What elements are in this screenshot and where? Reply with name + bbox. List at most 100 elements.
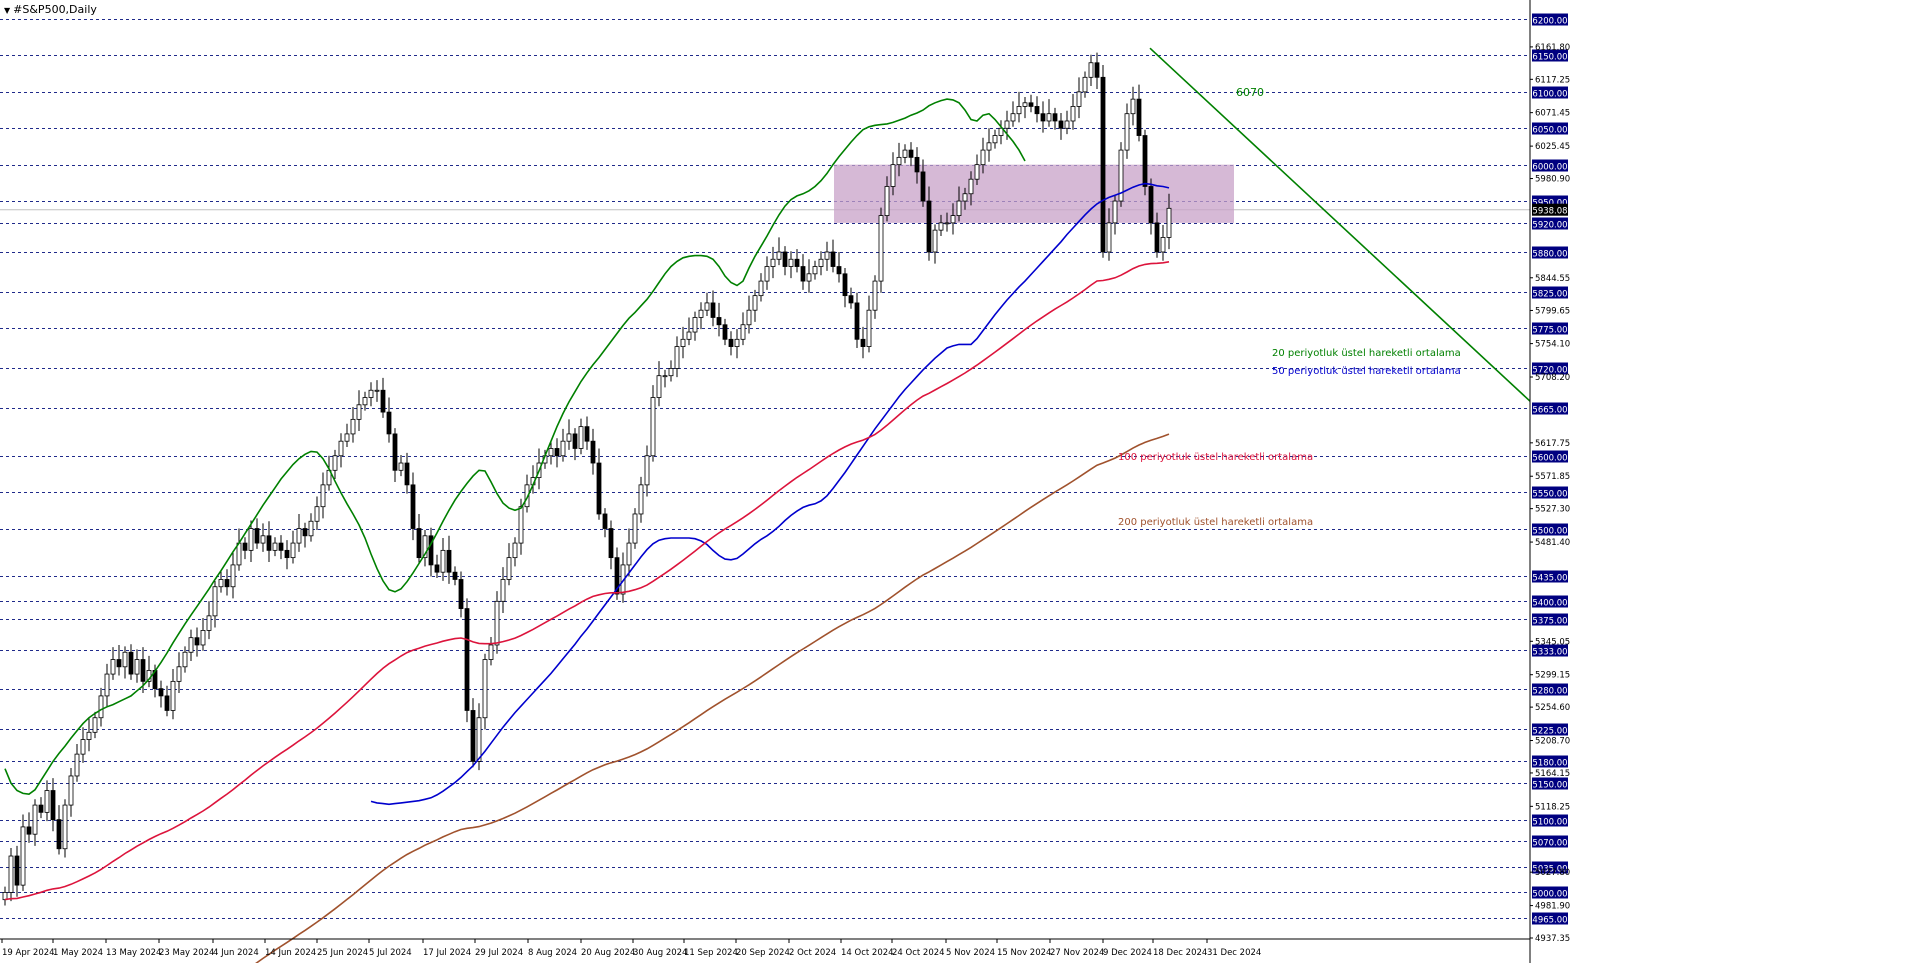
- candle-body: [44, 790, 50, 813]
- candle-body: [512, 542, 518, 559]
- hline-label-bg-5400: [1532, 595, 1568, 608]
- hline-label-5550: 5550.00: [1532, 490, 1567, 500]
- candle-body: [422, 535, 428, 559]
- candle-body: [710, 302, 716, 318]
- candle-body: [248, 528, 254, 551]
- candle-body: [104, 673, 110, 697]
- candle-body: [698, 309, 704, 318]
- candle-body: [572, 433, 578, 449]
- candle-body: [1142, 135, 1148, 187]
- candle-body: [428, 535, 434, 566]
- hline-label-5920: 5920.00: [1532, 221, 1567, 231]
- hline-label-5333: 5333.00: [1532, 648, 1567, 658]
- candle-body: [1166, 207, 1172, 238]
- y-tick-label: 5118.25: [1535, 802, 1570, 812]
- x-tick-label: 8 Aug 2024: [528, 948, 577, 958]
- candle-body: [680, 338, 686, 347]
- trendline-label: 6070: [1236, 86, 1264, 99]
- hline-label-5825: 5825.00: [1532, 290, 1567, 300]
- y-tick-label: 4937.35: [1535, 934, 1570, 944]
- hline-label-5280: 5280.00: [1532, 687, 1567, 697]
- candle-body: [968, 178, 974, 195]
- candle-body: [728, 338, 734, 347]
- candle-body: [308, 520, 314, 537]
- candle-body: [998, 127, 1004, 136]
- candle-body: [596, 462, 602, 515]
- candle-body: [224, 579, 230, 588]
- hline-label-5600: 5600.00: [1532, 454, 1567, 464]
- candle-body: [854, 302, 860, 340]
- candle-body: [1124, 113, 1130, 151]
- hline-label-bg-5375: [1532, 613, 1568, 626]
- candle-body: [860, 338, 866, 347]
- candle-body: [608, 528, 614, 559]
- candle-body: [806, 273, 812, 282]
- candle-body: [626, 542, 632, 566]
- candle-body: [986, 142, 992, 151]
- moving-averages: [4, 98, 1170, 967]
- candle-body: [98, 695, 104, 719]
- hline-label-5100: 5100.00: [1532, 818, 1567, 828]
- x-tick-label: 19 Apr 2024: [2, 948, 55, 958]
- hline-label-bg-5150: [1532, 777, 1568, 790]
- candle-body: [1106, 222, 1112, 253]
- candle-body: [818, 258, 824, 267]
- y-tick-label: 5980.90: [1535, 175, 1570, 185]
- candle-body: [80, 739, 86, 755]
- candle-body: [704, 302, 710, 311]
- candle-body: [158, 688, 164, 697]
- candle-body: [932, 229, 938, 253]
- hline-label-6100: 6100.00: [1532, 90, 1567, 100]
- candle-body: [686, 331, 692, 340]
- candle-body: [1094, 62, 1100, 78]
- hline-label-bg-5100: [1532, 814, 1568, 827]
- hline-label-5150: 5150.00: [1532, 781, 1567, 791]
- candle-body: [740, 324, 746, 340]
- candle-body: [830, 251, 836, 267]
- candle-body: [416, 528, 422, 559]
- candle-body: [116, 659, 122, 668]
- ema50-line: [370, 182, 1170, 806]
- symbol-label: #S&P500,Daily: [13, 3, 97, 16]
- candle-body: [170, 680, 176, 711]
- y-tick-label: 5481.40: [1535, 538, 1570, 548]
- y-tick-label: 6161.80: [1535, 43, 1570, 53]
- x-tick-label: 1 May 2024: [53, 948, 103, 958]
- candle-body: [128, 651, 134, 675]
- candle-body: [614, 557, 620, 595]
- y-tick-label: 5164.15: [1535, 769, 1570, 779]
- candle-body: [206, 615, 212, 631]
- ema20-label: 20 periyotluk üstel hareketli ortalama: [1272, 348, 1461, 359]
- candle-body: [32, 804, 38, 835]
- candle-body: [1028, 102, 1034, 107]
- candle-body: [242, 542, 248, 551]
- candle-body: [578, 426, 584, 449]
- hline-label-bg-5665: [1532, 402, 1568, 415]
- x-tick-label: 31 Dec 2024: [1207, 948, 1261, 958]
- hline-label-5435: 5435.00: [1532, 574, 1567, 584]
- candle-body: [266, 535, 272, 551]
- candle-body: [980, 149, 986, 166]
- hline-label-bg-5775: [1532, 322, 1568, 335]
- candle-body: [560, 440, 566, 457]
- candle-body: [800, 266, 806, 282]
- candle-body: [716, 317, 722, 326]
- candle-body: [878, 215, 884, 282]
- candle-body: [746, 309, 752, 326]
- candle-body: [92, 717, 98, 733]
- candle-body: [452, 571, 458, 580]
- hline-label-bg-5920: [1532, 217, 1568, 230]
- candle-body: [884, 186, 890, 216]
- candle-body: [1112, 200, 1118, 224]
- hline-label-bg-5225: [1532, 723, 1568, 736]
- candle-body: [440, 549, 446, 573]
- menu-triangle-icon[interactable]: ▼: [4, 6, 11, 15]
- x-tick-label: 20 Sep 2024: [736, 948, 790, 958]
- candle-body: [398, 462, 404, 471]
- candle-body: [758, 280, 764, 297]
- candle-body: [944, 222, 950, 225]
- candle-body: [56, 819, 62, 850]
- candle-body: [1022, 102, 1028, 107]
